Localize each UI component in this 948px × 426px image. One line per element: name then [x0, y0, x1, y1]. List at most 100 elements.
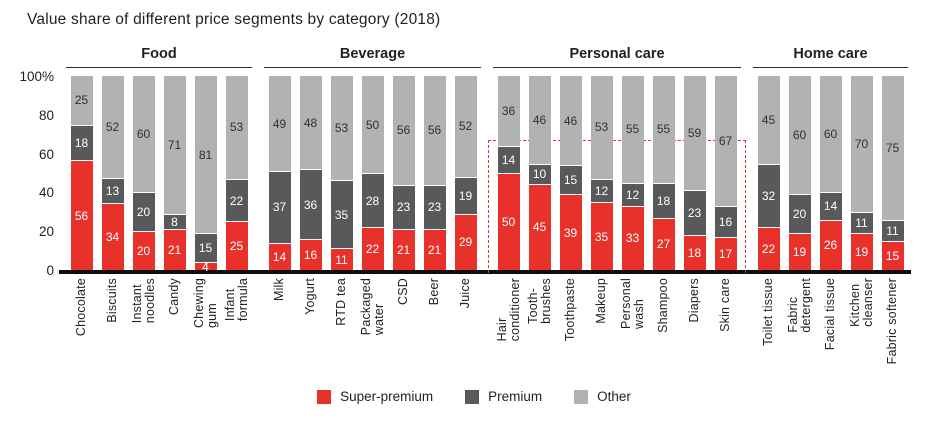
segment-value: 36	[303, 197, 318, 212]
segment-super-premium: 35	[590, 202, 613, 270]
segment-premium: 12	[621, 182, 644, 206]
category-label: Diapers	[687, 278, 701, 323]
category-label: Yogurt	[303, 278, 317, 315]
stacked-bar: 46 15 39	[559, 76, 582, 270]
segment-super-premium: 22	[757, 226, 780, 270]
stacked-bar: 52 13 34	[101, 76, 124, 270]
segment-super-premium: 4	[194, 261, 217, 273]
legend-item-other: Other	[574, 389, 631, 404]
segment-value: 16	[303, 247, 318, 262]
segment-premium: 15	[559, 165, 582, 195]
category-label: Kitchen cleanser	[847, 278, 875, 327]
category-label: Toothpaste	[563, 278, 577, 342]
segment-other: 71	[163, 76, 186, 214]
segment-value: 20	[136, 205, 151, 220]
legend: Super-premium Premium Other	[0, 389, 948, 404]
legend-item-premium: Premium	[465, 389, 542, 404]
stacked-bar: 81 15 4	[194, 76, 217, 273]
segment-value: 67	[718, 133, 733, 148]
segment-value: 50	[365, 117, 380, 132]
chart-title: Value share of different price segments …	[27, 11, 441, 28]
category-label: Biscuits	[105, 278, 119, 323]
segment-other: 60	[132, 76, 155, 193]
segment-value: 15	[563, 173, 578, 188]
segment-value: 21	[427, 243, 442, 258]
category-label-cell: Diapers	[679, 278, 710, 382]
segment-value: 53	[594, 120, 609, 135]
stacked-bar: 67 16 17	[714, 76, 737, 270]
category-label-cell: Tooth- brushes	[524, 278, 555, 382]
group-header: Personal care	[493, 46, 741, 68]
legend-swatch	[574, 389, 589, 404]
y-tick-40: 40	[38, 185, 54, 201]
segment-value: 45	[532, 220, 547, 235]
stacked-bar: 45 32 22	[757, 76, 780, 270]
segment-super-premium: 19	[788, 232, 811, 270]
segment-other: 56	[392, 76, 415, 185]
category-label: Candy	[167, 278, 181, 316]
segment-value: 45	[761, 113, 776, 128]
segment-other: 53	[225, 76, 248, 179]
segment-premium: 15	[194, 233, 217, 263]
category-label: Infant formula	[222, 278, 250, 322]
segment-value: 36	[501, 103, 516, 118]
segment-other: 81	[194, 76, 217, 234]
segment-super-premium: 22	[361, 227, 384, 270]
category-label-cell: Toilet tissue	[753, 278, 784, 382]
segment-value: 52	[458, 119, 473, 134]
y-tick-80: 80	[38, 107, 54, 123]
segment-premium: 18	[652, 182, 675, 218]
segment-value: 56	[427, 123, 442, 138]
segment-value: 55	[625, 122, 640, 137]
category-label-cell: RTD tea	[326, 278, 357, 382]
segment-premium: 35	[330, 179, 353, 249]
y-tick-100: 100%	[19, 69, 54, 84]
segment-value: 8	[171, 214, 178, 229]
group-header: Food	[66, 46, 252, 68]
bar-yogurt: 48 36 16	[295, 76, 326, 270]
segment-value: 71	[167, 137, 182, 152]
group-food: Food 25 18 56 52 13 34 60 20 20 71 8 21 81 15 4 53 22 25 Ch…	[66, 46, 252, 382]
segment-premium: 11	[850, 211, 873, 234]
category-label-cell: Fabric detergent	[784, 278, 815, 382]
category-label-cell: Chewing gum	[190, 278, 221, 382]
category-label-cell: Hair conditioner	[493, 278, 524, 382]
segment-other: 53	[590, 76, 613, 179]
segment-value: 25	[74, 93, 89, 108]
segment-value: 52	[105, 119, 120, 134]
legend-label: Premium	[488, 389, 543, 404]
segment-value: 16	[718, 214, 733, 229]
group-header: Beverage	[264, 46, 481, 68]
category-label: Instant noodles	[129, 278, 157, 324]
segment-premium: 14	[819, 192, 842, 220]
category-label-cell: Makeup	[586, 278, 617, 382]
stacked-bar: 55 18 27	[652, 76, 675, 270]
segment-value: 59	[687, 126, 702, 141]
segment-value: 37	[272, 200, 287, 215]
category-label: Fabric detergent	[785, 278, 813, 333]
stacked-bar: 70 11 19	[850, 76, 873, 270]
segment-super-premium: 14	[268, 242, 291, 270]
segment-value: 70	[854, 136, 869, 151]
category-label-cell: Beer	[419, 278, 450, 382]
x-axis-line	[59, 270, 911, 274]
category-label: Makeup	[594, 278, 608, 324]
stacked-bar: 60 20 19	[788, 76, 811, 270]
segment-other: 52	[454, 76, 477, 177]
y-tick-0: 0	[46, 263, 54, 278]
category-label-cell: Biscuits	[97, 278, 128, 382]
segment-value: 18	[74, 136, 89, 151]
groups: Food 25 18 56 52 13 34 60 20 20 71 8 21 81 15 4 53 22 25 Ch…	[59, 46, 940, 382]
segment-premium: 12	[590, 178, 613, 203]
segment-premium: 11	[881, 220, 904, 242]
segment-premium: 8	[163, 213, 186, 230]
segment-super-premium: 25	[225, 221, 248, 270]
segment-premium: 32	[757, 164, 780, 227]
segment-value: 23	[687, 206, 702, 221]
segment-other: 75	[881, 76, 904, 221]
segment-super-premium: 21	[392, 229, 415, 270]
segment-value: 22	[229, 193, 244, 208]
segment-value: 12	[625, 187, 640, 202]
bar-chewing-gum: 81 15 4	[190, 76, 221, 273]
category-label: Personal wash	[618, 278, 646, 329]
